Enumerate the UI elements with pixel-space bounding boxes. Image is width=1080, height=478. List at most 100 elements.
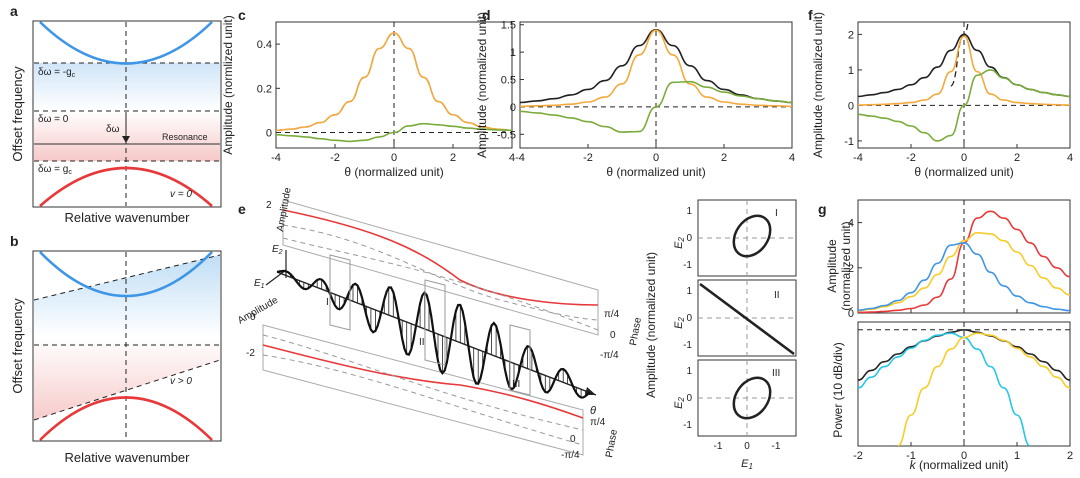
xtick-label-g-bottom-0: -2	[853, 450, 863, 462]
series-f-2	[858, 35, 1070, 106]
g-top-ylabel-1: Amplitude	[825, 239, 839, 293]
line-lower-b	[33, 359, 221, 421]
e-yt-0c: 0	[686, 393, 692, 404]
lower-branch-a	[39, 166, 213, 207]
phase-mpi4: -π/4	[600, 350, 619, 361]
upper-branch-a	[39, 21, 213, 65]
ylabel-c: Amplitude (normlized unit)	[221, 15, 235, 154]
ylabel-a: Offset frequency	[10, 66, 25, 162]
series-g-top-2	[858, 242, 1070, 312]
tick-m2: -2	[246, 348, 255, 359]
ytick-label-d-0: -0.5	[497, 129, 516, 141]
ytick-label-d-3: 1	[510, 47, 516, 59]
amp-bottom-label: Amplitude	[236, 295, 280, 327]
tick-2: 2	[266, 200, 272, 211]
panel-label-a: a	[10, 3, 18, 19]
section-frame-II	[424, 279, 446, 366]
top-gray-dash-2	[282, 237, 599, 331]
ytick-label-d-4: 1.5	[501, 20, 516, 32]
dw-arrowhead	[122, 136, 130, 143]
upper-branch-b	[39, 251, 213, 298]
xlabel-a: Relative wavenumber	[64, 210, 190, 225]
panel-e: e θ E2 E1 I II III Amplitude 2 0 -2 Ampl…	[236, 186, 797, 471]
xtick-label-d-1: -2	[583, 152, 593, 164]
inset-I-label: I	[775, 208, 778, 219]
e-yt-m1c: -1	[683, 420, 692, 431]
xtick-label-g-bottom-1: -1	[906, 450, 916, 462]
panel-label-c: c	[238, 7, 246, 23]
ytick-label-d-2: 0.5	[501, 75, 516, 87]
band-blue	[34, 63, 220, 111]
ytick-label-d-1: 0	[510, 102, 516, 114]
ann-dw-zero: δω = 0	[38, 114, 69, 125]
xtick-label-f-1: -2	[906, 152, 916, 164]
series-g-bottom-0	[858, 328, 1070, 381]
ann-resonance: Resonance	[162, 132, 208, 142]
inset-III: III	[697, 359, 797, 437]
inset-II-label: II	[774, 290, 780, 301]
e-yt-1c: 1	[686, 366, 692, 377]
xlabel-b: Relative wavenumber	[64, 450, 190, 465]
g-xlabel: k (normalized unit)	[910, 458, 1009, 472]
band-gradient-b	[34, 255, 220, 420]
inset-I-ellipse	[732, 214, 772, 258]
xtick-label-d-2: 0	[653, 152, 659, 164]
ann-dw: δω	[106, 124, 120, 135]
section-II: II	[419, 337, 425, 348]
section-frame-III	[509, 324, 531, 396]
xtick-label-f-2: 0	[961, 152, 967, 164]
panel-a: a δω = -gc δω = 0 δω R	[10, 3, 222, 225]
series-d-2	[520, 80, 792, 133]
xtick-label-c-2: 0	[391, 152, 397, 164]
e-yt-0a: 0	[686, 233, 692, 244]
ylabel-d: Amplitude (normalized unit)	[475, 12, 489, 158]
series-group-c	[276, 32, 512, 143]
series-group-f	[858, 22, 1070, 142]
series-group-g-bottom	[858, 328, 1070, 446]
e-xt-m1b: -1	[772, 441, 781, 452]
panel-g: g 0 2 4 -2 -1 0 1 2 Amplitude (normalized unit…	[818, 199, 1073, 472]
panel-b: b v > 0 Offset frequency Relative wavenu…	[10, 233, 222, 465]
xtick-label-g-bottom-4: 2	[1067, 450, 1073, 462]
ylabel-e-right: Amplitude (normalized unit)	[644, 252, 658, 398]
e-ysub-I: E2	[673, 237, 686, 249]
ytick-label-f-1: 0	[848, 100, 854, 112]
series-c-1	[276, 32, 512, 132]
e-right-ticks: 1 0 -1 1 0 -1 1 0 -1 -1 0 -1 E1 E2 E2 E2	[673, 206, 781, 471]
g-bottom-ylabel: Power (10 dB/div)	[831, 342, 845, 437]
panel-d: d -4 -2 0 2 4 -0.5 0 0.5 1 1.5 θ (normalized unit)…	[475, 7, 795, 179]
ann-dw-neg: δω = -gc	[38, 67, 76, 79]
xlabel-f: θ (normalized unit)	[914, 165, 1013, 179]
e-wave	[276, 269, 591, 399]
phase-label-bottom: Phase	[604, 428, 620, 458]
xtick-label-c-4: 4	[509, 152, 515, 164]
ytick-label-c-1: 0.2	[257, 83, 272, 95]
xtick-label-c-1: -2	[330, 152, 340, 164]
wave-envelope	[276, 269, 591, 399]
e-yt-m1b: -1	[683, 340, 692, 351]
lower-branch-b	[39, 396, 213, 441]
series-group-d	[520, 28, 792, 133]
phase-0: 0	[610, 330, 616, 341]
panel-label-e: e	[238, 201, 246, 217]
series-d-1	[520, 29, 792, 108]
ytick-label-f-2: 1	[848, 65, 854, 77]
panel-c: c -4 -2 0 2 4 0 0.2 0.4 θ (normalized unit) Ampli…	[221, 7, 515, 179]
bottom-gray-dash-1	[262, 334, 584, 431]
phase-pi4: π/4	[604, 309, 620, 320]
ytick-label-g-top-2: 4	[848, 218, 854, 230]
ann-v0: v = 0	[170, 189, 192, 200]
ytick-label-c-0: 0	[266, 128, 272, 140]
section-frame-I	[329, 254, 351, 331]
tick-0: 0	[250, 312, 256, 323]
theta-label: θ	[590, 405, 596, 417]
panel-label-b: b	[10, 233, 19, 249]
xtick-label-f-0: -4	[853, 152, 863, 164]
top-plane	[282, 199, 599, 336]
e-yt-m1a: -1	[683, 260, 692, 271]
ylabel-b: Offset frequency	[10, 298, 25, 394]
e-ysub-III: E2	[673, 397, 686, 409]
e-xt-0: 0	[744, 441, 750, 452]
panel-label-f: f	[808, 7, 813, 23]
